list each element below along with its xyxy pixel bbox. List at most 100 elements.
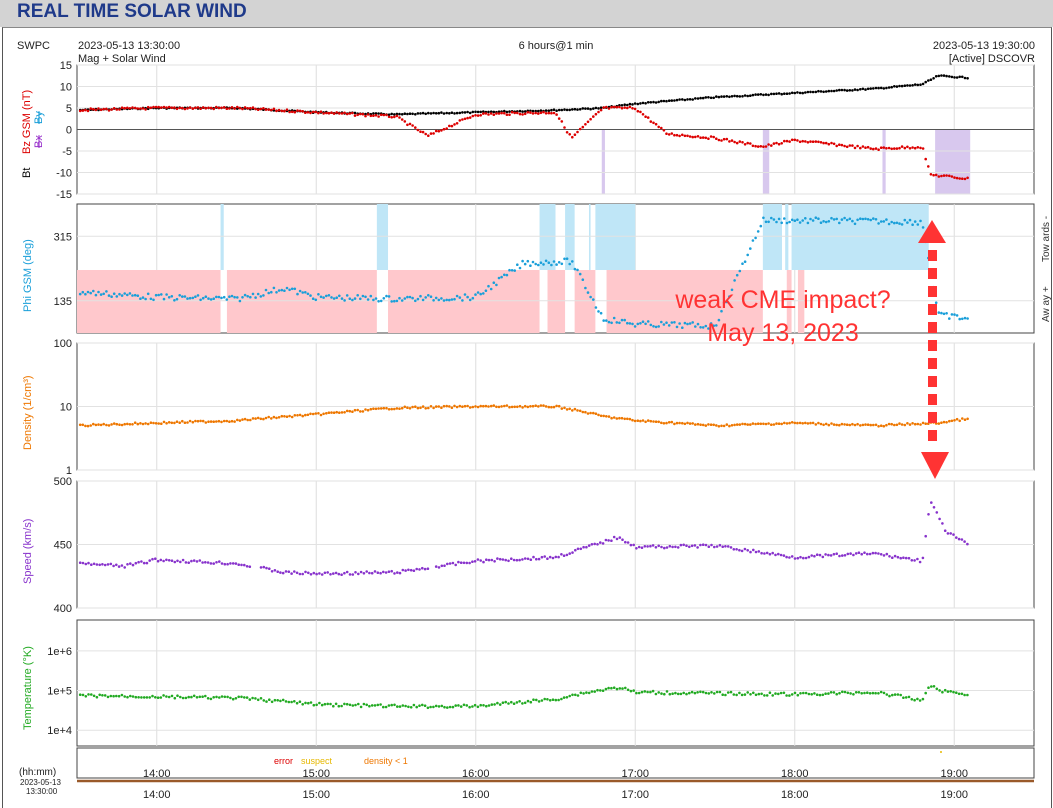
bz-point <box>615 105 619 109</box>
temp-point <box>523 701 527 705</box>
density-point <box>707 423 710 426</box>
bz-point <box>267 108 271 111</box>
temp-point <box>852 693 855 696</box>
density-point <box>688 422 692 425</box>
speed-point <box>412 569 416 572</box>
phi-point <box>110 295 113 299</box>
density-point <box>544 405 548 408</box>
phi-point <box>325 294 328 298</box>
speed-point <box>376 571 380 574</box>
temp-point <box>571 693 574 697</box>
phi-point <box>848 217 852 221</box>
phi-point <box>351 298 354 302</box>
temp-point <box>760 692 763 696</box>
bz-point <box>751 144 755 148</box>
bt-point <box>900 84 904 88</box>
temp-point <box>334 702 338 706</box>
speed-point <box>782 554 786 557</box>
phi-point <box>597 310 600 313</box>
bt-point <box>733 94 736 98</box>
time-tick-label: 15:00 <box>302 768 330 780</box>
phi-point <box>934 301 938 305</box>
density-point <box>592 411 595 415</box>
phi-point <box>270 290 273 294</box>
density-point <box>298 413 302 417</box>
speed-point <box>398 571 402 575</box>
temp-point <box>318 701 321 705</box>
bz-point <box>503 111 506 115</box>
temp-point <box>421 703 424 707</box>
temp-point <box>671 692 674 695</box>
density-point <box>199 419 202 423</box>
speed-point <box>813 554 816 558</box>
density-point <box>966 417 969 421</box>
density-point <box>220 420 223 424</box>
phi-point <box>581 278 585 282</box>
temp-tick-label: 1e+5 <box>47 686 72 698</box>
temp-point <box>899 693 902 697</box>
temp-point <box>788 694 791 697</box>
speed-point <box>109 562 113 566</box>
dash-segment <box>928 340 937 351</box>
phi-point <box>264 288 268 292</box>
bt-point <box>735 94 739 98</box>
speed-point <box>802 556 805 560</box>
density-point <box>215 420 218 423</box>
temp-point <box>281 698 285 702</box>
speed-point <box>462 561 466 565</box>
density-point <box>149 421 153 425</box>
phi-point <box>476 291 480 294</box>
bz-point <box>916 146 920 149</box>
speed-point <box>649 544 652 548</box>
temp-point <box>493 703 496 706</box>
temp-point <box>432 705 435 709</box>
bt-point <box>937 74 941 78</box>
temp-point <box>429 705 432 709</box>
density-point <box>877 425 880 428</box>
density-point <box>754 422 757 426</box>
temp-point <box>279 699 282 703</box>
phi-point <box>646 320 650 323</box>
temp-point <box>226 695 229 699</box>
speed-point <box>829 554 833 557</box>
phi-point <box>961 317 964 321</box>
bz-point <box>900 145 904 148</box>
speed-point <box>601 542 605 545</box>
bz-point <box>112 107 116 110</box>
bz-point <box>387 115 391 119</box>
density-point <box>144 422 147 425</box>
speed-point <box>935 511 939 514</box>
density-point <box>207 420 210 424</box>
speed-point <box>710 543 713 547</box>
temp-point <box>765 694 769 697</box>
density-point <box>212 420 215 424</box>
phi-point <box>495 283 498 287</box>
speed-point <box>738 548 741 552</box>
temp-point <box>882 691 886 695</box>
density-point <box>665 421 668 425</box>
speed-point <box>490 558 494 562</box>
speed-point <box>304 570 307 574</box>
bt-point <box>822 90 825 94</box>
density-point <box>903 423 907 427</box>
phi-point <box>955 314 959 317</box>
temp-point <box>159 696 163 699</box>
temp-point <box>462 703 466 707</box>
bt-point <box>838 88 841 92</box>
density-point <box>874 423 878 427</box>
density-point <box>898 422 901 425</box>
bz-point <box>539 111 543 115</box>
bz-point <box>733 140 736 144</box>
density-point <box>238 419 242 422</box>
bt-point <box>599 106 603 109</box>
bz-point <box>510 110 514 114</box>
temp-point <box>829 691 833 694</box>
speed-point <box>329 573 332 576</box>
phi-point <box>327 294 331 297</box>
speed-point <box>779 553 783 557</box>
speed-point <box>351 573 355 576</box>
density-point <box>948 419 951 423</box>
speed-point <box>84 562 88 566</box>
phi-point <box>403 297 407 300</box>
density-point <box>196 419 200 423</box>
